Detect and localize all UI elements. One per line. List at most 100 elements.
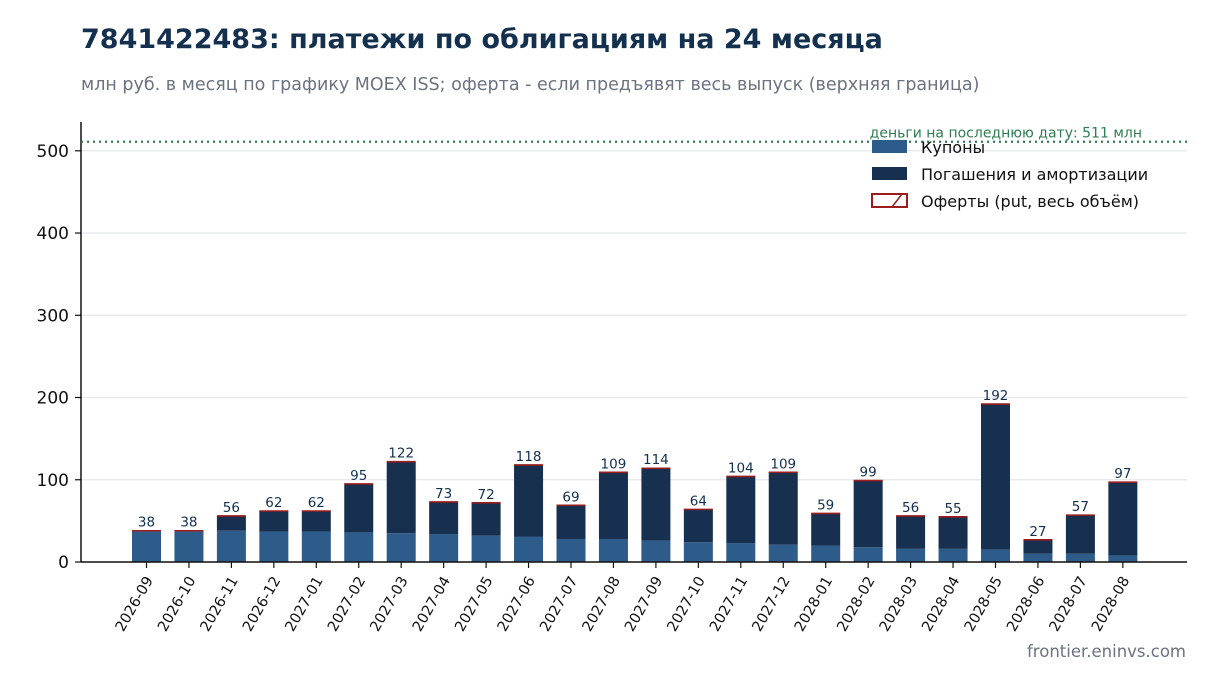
bar-segment: [471, 535, 501, 562]
x-tick-label: 2027-02: [325, 574, 369, 634]
bar-segment: [896, 515, 926, 549]
bar-segment: [598, 538, 628, 562]
data-label: 56: [223, 500, 240, 516]
x-tick-label: 2027-04: [410, 574, 454, 634]
x-tick-label: 2026-10: [155, 574, 199, 634]
x-tick-label: 2028-07: [1047, 574, 1091, 634]
x-tick-label: 2027-01: [283, 574, 327, 634]
bar-segment: [1065, 515, 1095, 554]
bar-segment: [429, 534, 459, 562]
x-tick-label: 2027-06: [495, 574, 539, 634]
x-tick-label: 2028-03: [877, 574, 921, 634]
legend-swatch: [872, 167, 907, 180]
legend: Купоны Погашения и амортизации Оферты (put…: [871, 138, 1148, 211]
data-label: 109: [770, 456, 796, 472]
grid-lines: [81, 150, 1187, 563]
data-label: 109: [601, 456, 627, 472]
bar-segment: [471, 502, 501, 536]
x-tick-label: 2027-08: [580, 574, 624, 634]
bar-segment: [981, 549, 1010, 562]
bars: [132, 403, 1138, 562]
y-tick-label: 100: [37, 471, 69, 491]
bar-segment: [598, 472, 628, 539]
legend-label: Погашения и амортизации: [921, 165, 1148, 184]
y-tick-label: 400: [37, 224, 69, 244]
bar-segment: [429, 501, 459, 535]
x-tick-label: 2027-09: [622, 574, 666, 634]
bar-segment: [216, 530, 246, 562]
bar-segment: [896, 548, 926, 562]
bar-segment: [344, 532, 374, 562]
bar-segment: [641, 540, 671, 562]
data-label: 62: [265, 495, 282, 511]
bar-segment: [853, 547, 883, 562]
bar-segment: [768, 544, 798, 562]
data-label: 122: [388, 446, 414, 462]
bar-segment: [641, 468, 671, 541]
bar-segment: [301, 511, 331, 532]
bar-segment: [938, 516, 968, 549]
legend-swatch: [871, 193, 908, 208]
data-label: 99: [860, 465, 877, 481]
bar-segment: [259, 511, 289, 532]
x-tick-label: 2028-06: [1004, 574, 1048, 634]
bar-segment: [386, 461, 416, 534]
bar-segment: [556, 538, 586, 562]
data-label: 73: [435, 486, 452, 502]
bar-segment: [174, 531, 204, 562]
data-label: 114: [643, 452, 669, 468]
bar-segment: [726, 543, 756, 562]
x-tick-label: 2027-11: [707, 574, 751, 634]
bar-segment: [344, 483, 374, 533]
bar-segment: [683, 509, 713, 543]
data-label: 57: [1072, 499, 1089, 515]
x-tick-label: 2027-10: [665, 574, 709, 634]
x-tick-label: 2027-12: [750, 574, 794, 634]
x-tick-label: 2027-05: [452, 574, 496, 634]
bar-segment: [556, 505, 586, 539]
bar-segment: [514, 464, 544, 537]
bar-segment: [768, 472, 798, 545]
data-labels: 38 38 56 62 62 95 122 73 72 118 69 109 114 64 104 109 59…: [138, 388, 1132, 540]
x-tick-label: 2026-11: [198, 574, 242, 634]
x-tick-label: 2028-04: [919, 574, 963, 634]
reference-line-label: деньги на последнюю дату: 511 млн: [870, 126, 1142, 142]
legend-label: Оферты (put, весь объём): [921, 192, 1139, 211]
bar-segment: [259, 531, 289, 562]
data-label: 104: [728, 460, 754, 476]
data-label: 64: [690, 493, 707, 509]
x-tick-label: 2026-12: [240, 574, 284, 634]
chart-subtitle: млн руб. в месяц по графику MOEX ISS; оф…: [81, 75, 980, 95]
data-label: 59: [817, 497, 834, 513]
reference-line-group: деньги на последнюю дату: 511 млн: [81, 126, 1187, 143]
bar-segment: [301, 531, 331, 562]
x-tick-label: 2026-09: [113, 574, 157, 634]
data-label: 72: [478, 487, 495, 503]
data-label: 55: [944, 501, 961, 517]
bar-segment: [811, 513, 841, 546]
bar-segment: [853, 480, 883, 548]
data-label: 56: [902, 500, 919, 516]
x-tick-label: 2028-08: [1089, 574, 1133, 634]
bar-segment: [1108, 482, 1138, 556]
y-tick-label: 0: [58, 553, 69, 573]
data-label: 62: [308, 495, 325, 511]
bar-segment: [216, 515, 246, 531]
bar-segment: [1023, 553, 1053, 562]
legend-label: Купоны: [921, 138, 985, 157]
bar-segment: [1023, 539, 1053, 554]
x-tick-label: 2028-02: [834, 574, 878, 634]
data-label: 27: [1029, 524, 1046, 540]
x-tick-label: 2027-03: [368, 574, 412, 634]
bar-segment: [683, 542, 713, 562]
data-label: 95: [350, 468, 367, 484]
data-label: 69: [562, 489, 579, 505]
x-tick-label: 2028-05: [962, 574, 1006, 634]
data-label: 97: [1114, 466, 1131, 482]
bar-segment: [386, 533, 416, 562]
bar-segment: [1065, 553, 1095, 562]
data-label: 192: [983, 388, 1009, 404]
bar-segment: [1108, 555, 1138, 562]
legend-swatch: [872, 140, 907, 153]
